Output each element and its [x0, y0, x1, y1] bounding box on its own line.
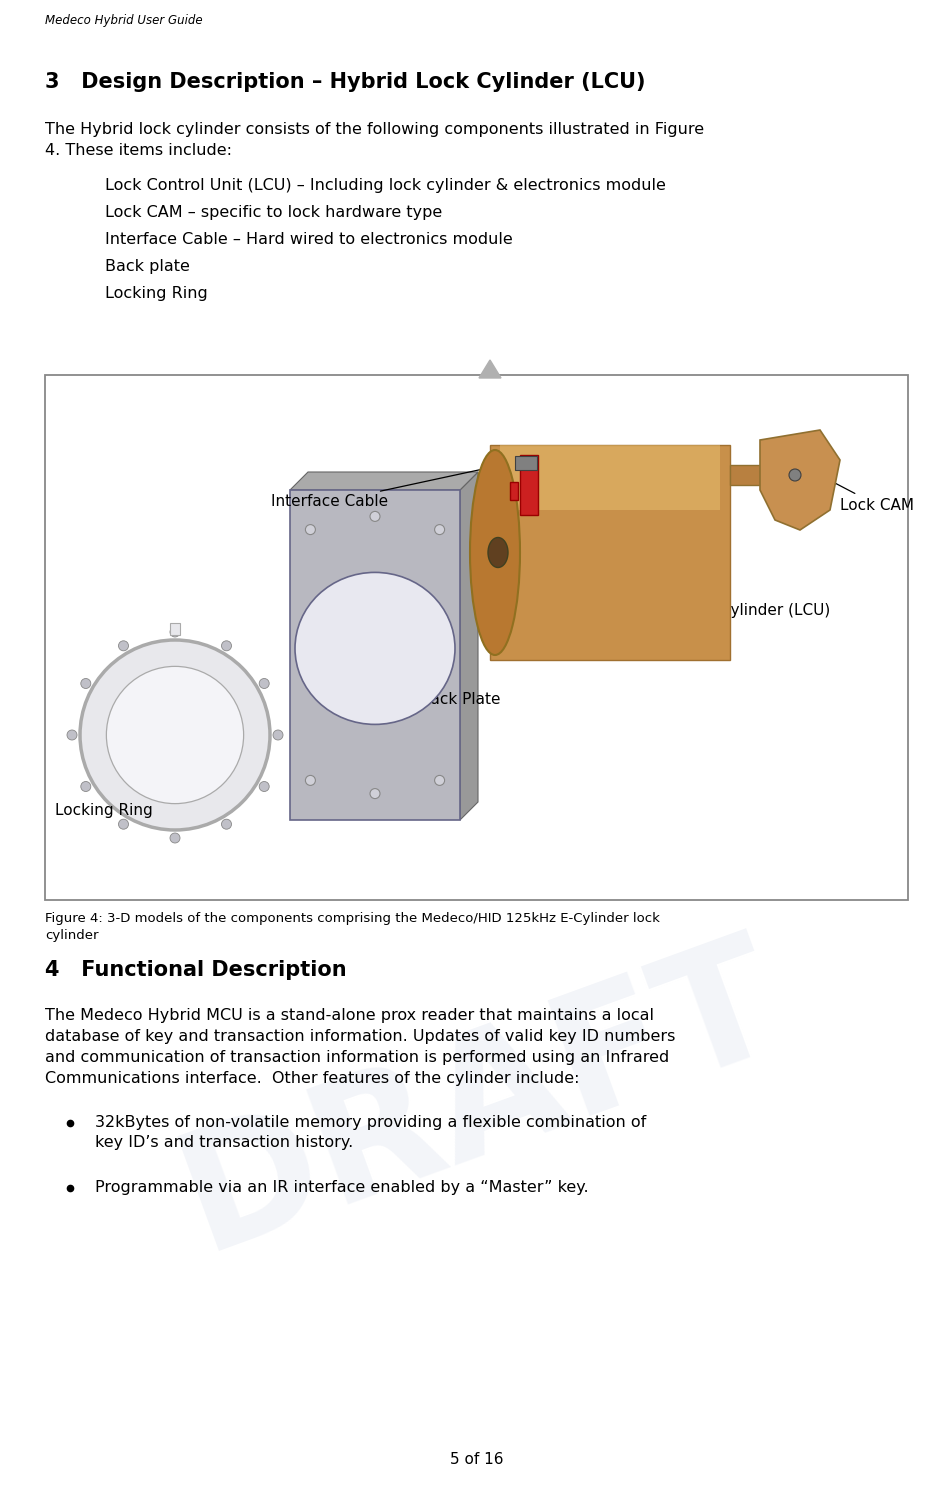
Circle shape: [169, 833, 180, 842]
Text: Medeco Hybrid User Guide: Medeco Hybrid User Guide: [45, 13, 203, 27]
Bar: [169, 623, 180, 635]
Bar: [520, 455, 538, 514]
Polygon shape: [460, 473, 478, 820]
Circle shape: [118, 819, 129, 829]
Ellipse shape: [369, 511, 380, 522]
Ellipse shape: [487, 537, 507, 568]
Bar: [289, 491, 460, 820]
Circle shape: [107, 666, 243, 804]
Ellipse shape: [434, 525, 445, 535]
Bar: [489, 444, 729, 661]
Text: 4   Functional Description: 4 Functional Description: [45, 960, 347, 980]
Circle shape: [259, 781, 268, 792]
Text: Interface Cable: Interface Cable: [271, 461, 522, 510]
Text: Lock Control Unit (LCU) – Including lock cylinder & electronics module: Lock Control Unit (LCU) – Including lock…: [105, 177, 665, 192]
Circle shape: [67, 731, 77, 740]
Text: Back plate: Back plate: [105, 259, 189, 274]
Circle shape: [81, 781, 90, 792]
Circle shape: [169, 628, 180, 637]
Text: Figure 4: 3-D models of the components comprising the Medeco/HID 125kHz E-Cylind: Figure 4: 3-D models of the components c…: [45, 912, 659, 942]
Ellipse shape: [305, 775, 315, 786]
Text: Locking Ring: Locking Ring: [105, 286, 208, 301]
Bar: [45, 376, 907, 901]
Circle shape: [259, 678, 268, 689]
Ellipse shape: [469, 450, 520, 655]
Text: Programmable via an IR interface enabled by a “Master” key.: Programmable via an IR interface enabled…: [95, 1179, 588, 1194]
Text: The Medeco Hybrid MCU is a stand-alone prox reader that maintains a local
databa: The Medeco Hybrid MCU is a stand-alone p…: [45, 1008, 675, 1085]
Text: Interface Cable – Hard wired to electronics module: Interface Cable – Hard wired to electron…: [105, 233, 512, 248]
Text: 5 of 16: 5 of 16: [449, 1452, 503, 1467]
Text: 3   Design Description – Hybrid Lock Cylinder (LCU): 3 Design Description – Hybrid Lock Cylin…: [45, 72, 645, 92]
Bar: [509, 482, 518, 499]
Ellipse shape: [369, 789, 380, 799]
Circle shape: [81, 678, 90, 689]
Text: 32kBytes of non-volatile memory providing a flexible combination of
key ID’s and: 32kBytes of non-volatile memory providin…: [95, 1115, 645, 1151]
Circle shape: [221, 819, 231, 829]
Text: Locking Ring: Locking Ring: [55, 802, 152, 817]
Circle shape: [788, 470, 801, 482]
Text: The Hybrid lock cylinder consists of the following components illustrated in Fig: The Hybrid lock cylinder consists of the…: [45, 122, 704, 158]
Polygon shape: [759, 429, 839, 529]
Bar: [729, 465, 764, 485]
Ellipse shape: [434, 775, 445, 786]
Text: Lock CAM: Lock CAM: [812, 471, 913, 513]
Text: Back Plate: Back Plate: [397, 689, 500, 708]
Bar: [500, 444, 720, 510]
Ellipse shape: [305, 525, 315, 535]
Circle shape: [118, 641, 129, 650]
Polygon shape: [479, 359, 501, 379]
Polygon shape: [289, 473, 478, 491]
Circle shape: [272, 731, 283, 740]
Circle shape: [80, 640, 269, 830]
Ellipse shape: [295, 573, 454, 725]
Bar: [514, 456, 536, 470]
Text: Lock Cylinder (LCU): Lock Cylinder (LCU): [680, 602, 829, 629]
Text: DRAFT: DRAFT: [159, 917, 800, 1284]
Text: Lock CAM – specific to lock hardware type: Lock CAM – specific to lock hardware typ…: [105, 204, 442, 221]
Circle shape: [221, 641, 231, 650]
